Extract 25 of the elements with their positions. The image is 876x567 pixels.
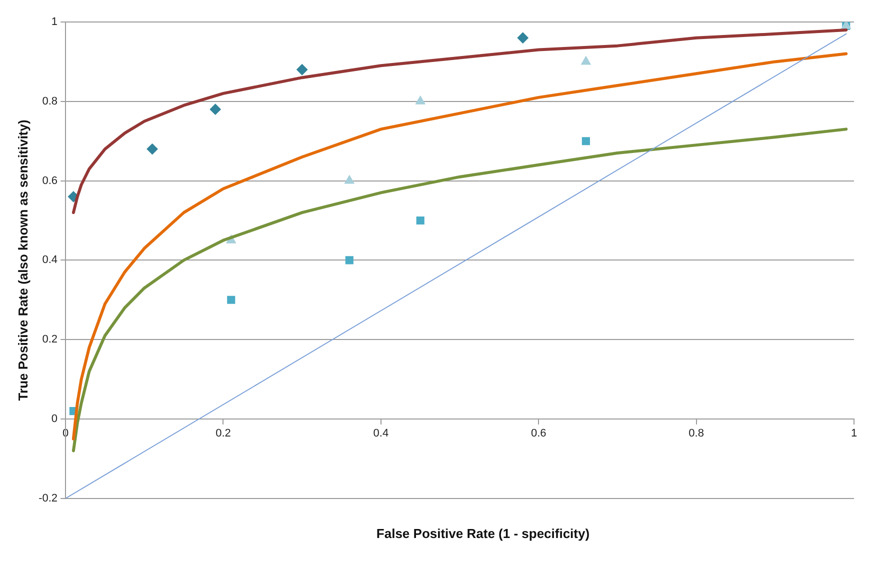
- y-tick-label: 0.6: [42, 174, 58, 187]
- point: [345, 256, 354, 264]
- x-tick-label: 0.2: [216, 428, 231, 440]
- point: [582, 137, 590, 146]
- y-tick-label: 0.8: [42, 95, 58, 108]
- x-tick-label: 0.4: [373, 428, 389, 440]
- point: [581, 56, 591, 65]
- point: [416, 216, 424, 225]
- point: [416, 96, 426, 104]
- x-tick-label: 0.6: [530, 428, 546, 440]
- point: [517, 32, 528, 44]
- y-tick-label: 0.2: [42, 334, 58, 346]
- x-tick-label: 1: [850, 428, 858, 440]
- point: [210, 104, 221, 115]
- y-tick-label: -0.2: [38, 492, 58, 504]
- point: [146, 144, 158, 155]
- y-tick-label: 0.4: [42, 254, 58, 266]
- point: [344, 175, 354, 184]
- y-axis-title: True Positive Rate (also known as sensitivity): [15, 120, 30, 401]
- point: [227, 296, 236, 304]
- point: [296, 64, 308, 76]
- x-axis-title: False Positive Rate (1 - specificity): [375, 526, 591, 541]
- y-tick-label: 0: [51, 413, 58, 426]
- y-tick-label: 1: [51, 16, 58, 28]
- x-tick-label: 0.8: [688, 428, 704, 440]
